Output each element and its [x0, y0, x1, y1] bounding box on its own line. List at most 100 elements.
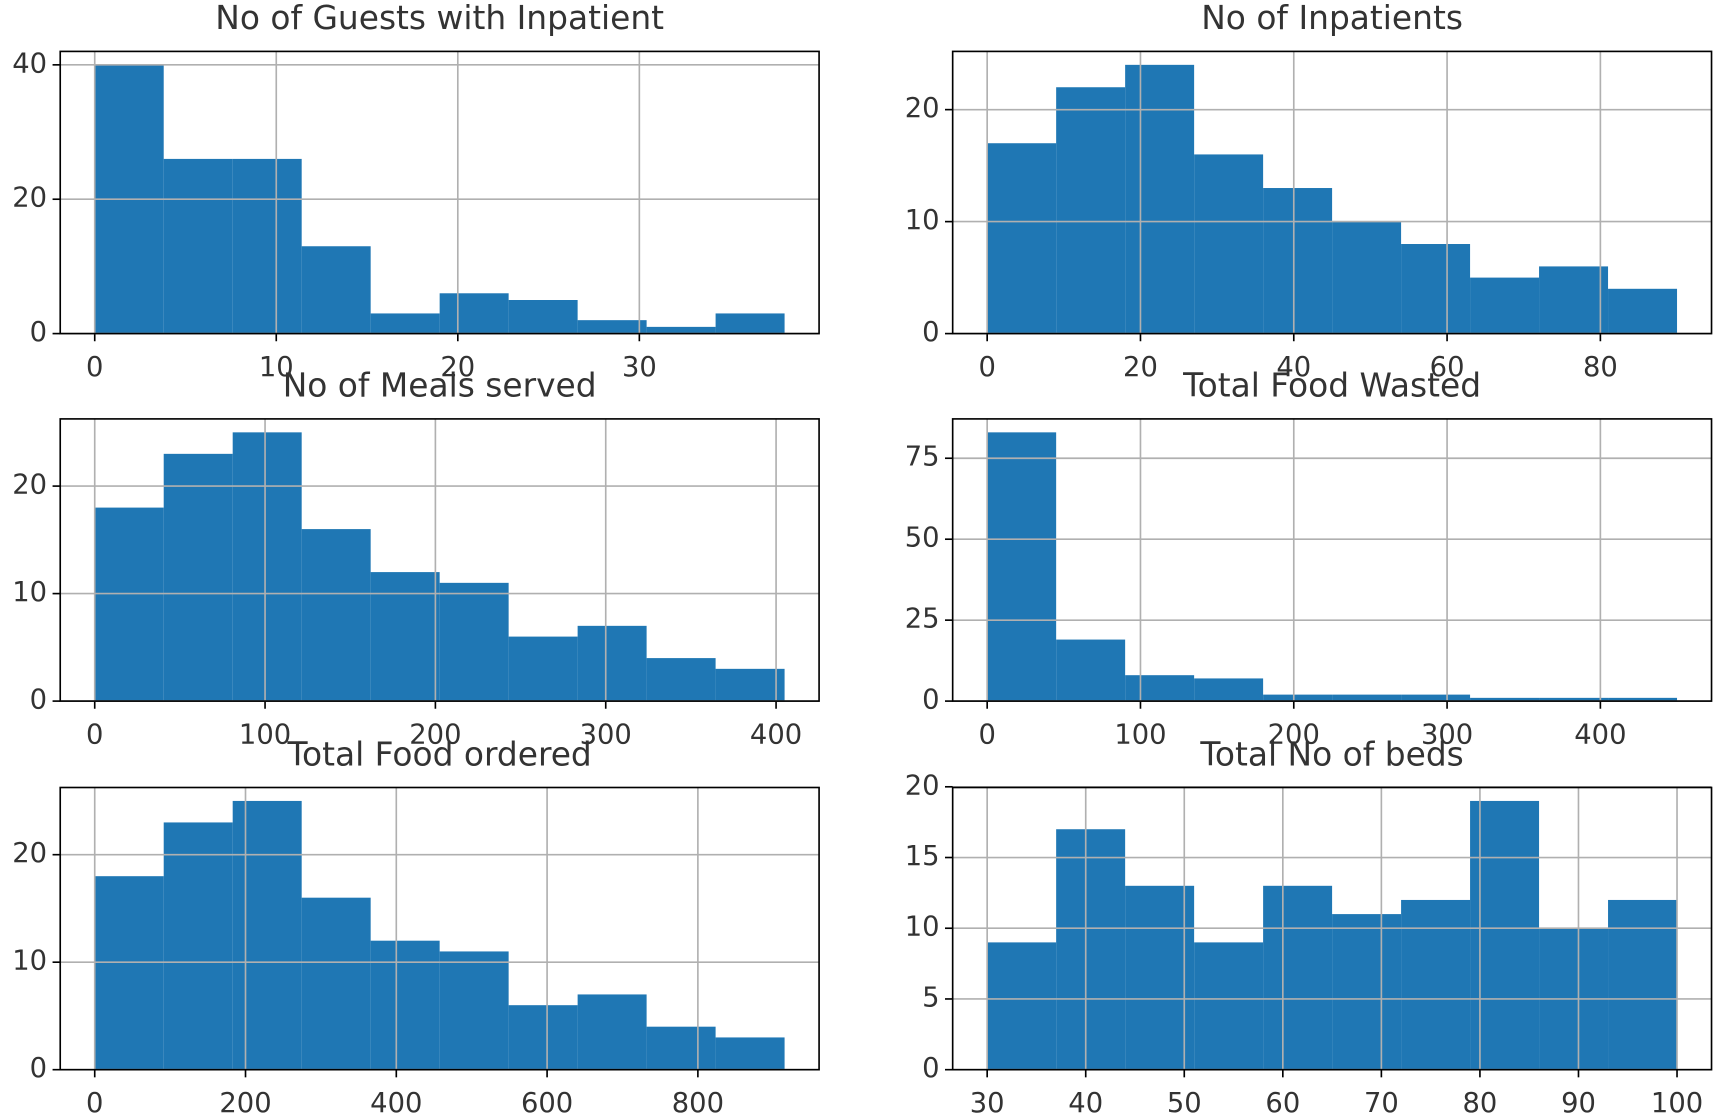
bar — [1401, 694, 1471, 702]
axes-frame — [59, 418, 820, 702]
bar — [439, 582, 509, 702]
bar — [1539, 697, 1609, 702]
y-tick-label: 0 — [30, 317, 47, 348]
y-tick-label: 0 — [30, 1053, 47, 1084]
x-tick-label: 200 — [1268, 720, 1320, 751]
x-tick-label: 70 — [1364, 1088, 1399, 1119]
bar — [1332, 221, 1402, 334]
y-tick-label: 10 — [12, 946, 47, 977]
axes-frame — [951, 50, 1713, 335]
x-tick-label: 80 — [1583, 352, 1618, 383]
x-tick-label: 0 — [86, 1088, 103, 1119]
y-tick-label: 5 — [922, 982, 939, 1013]
bar — [301, 246, 371, 334]
bar — [715, 668, 785, 702]
bar — [1125, 675, 1195, 702]
x-tick-label: 30 — [622, 352, 657, 383]
x-tick-label: 40 — [1068, 1088, 1103, 1119]
axes-frame — [951, 786, 1713, 1071]
bar — [163, 822, 233, 1070]
bar — [577, 994, 647, 1070]
y-tick-label: 10 — [12, 577, 47, 608]
axes-frame — [59, 786, 820, 1071]
x-tick-label: 400 — [370, 1088, 422, 1119]
bar — [301, 897, 371, 1070]
y-tick-label: 0 — [922, 317, 939, 348]
bar — [1608, 697, 1678, 702]
bar — [1194, 678, 1264, 702]
bar — [1263, 694, 1333, 702]
x-tick-label: 60 — [1430, 352, 1465, 383]
bar — [508, 636, 578, 702]
bar — [163, 453, 233, 702]
x-tick-label: 0 — [978, 352, 995, 383]
x-tick-label: 20 — [1123, 352, 1158, 383]
bar — [1125, 64, 1195, 334]
bar — [301, 529, 371, 702]
x-tick-label: 0 — [86, 720, 103, 751]
y-tick-label: 10 — [905, 912, 940, 943]
x-tick-label: 100 — [1114, 720, 1166, 751]
y-tick-label: 0 — [922, 685, 939, 716]
bar — [1470, 800, 1540, 1070]
y-tick-label: 20 — [905, 770, 940, 801]
y-tick-label: 40 — [12, 48, 47, 79]
bar — [1608, 899, 1678, 1070]
bar — [1263, 885, 1333, 1070]
bar — [1194, 942, 1264, 1070]
bar — [370, 572, 440, 702]
bar — [987, 942, 1057, 1070]
y-tick-label: 15 — [905, 841, 940, 872]
bar — [646, 1026, 716, 1070]
bar — [646, 326, 716, 334]
bar — [646, 658, 716, 702]
bar — [577, 625, 647, 702]
y-tick-label: 10 — [905, 205, 940, 236]
bar — [715, 313, 785, 334]
bar — [1332, 914, 1402, 1070]
x-tick-label: 0 — [978, 720, 995, 751]
x-tick-label: 80 — [1463, 1088, 1498, 1119]
y-tick-label: 0 — [30, 685, 47, 716]
x-tick-label: 300 — [580, 720, 632, 751]
bar — [1263, 188, 1333, 334]
chart-title: No of Inpatients — [1201, 0, 1463, 37]
y-tick-label: 20 — [12, 838, 47, 869]
bar — [577, 320, 647, 334]
x-tick-label: 10 — [259, 352, 294, 383]
y-tick-label: 25 — [905, 604, 940, 635]
bar — [1401, 244, 1471, 334]
x-tick-label: 600 — [521, 1088, 573, 1119]
bar — [439, 951, 509, 1070]
bar — [232, 800, 302, 1070]
bar — [1401, 899, 1471, 1070]
bar — [1470, 697, 1540, 702]
chart-title: No of Guests with Inpatient — [215, 0, 664, 37]
x-tick-label: 300 — [1421, 720, 1473, 751]
bar — [370, 313, 440, 334]
bar — [1608, 288, 1678, 334]
x-tick-label: 0 — [86, 352, 103, 383]
bar — [94, 507, 164, 702]
bar — [715, 1037, 785, 1070]
x-tick-label: 400 — [750, 720, 802, 751]
x-tick-label: 200 — [409, 720, 461, 751]
y-tick-label: 20 — [12, 470, 47, 501]
bar — [163, 158, 233, 334]
chart-title: No of Meals served — [283, 367, 597, 405]
chart-title: Total Food ordered — [287, 735, 592, 773]
bar — [987, 432, 1057, 702]
axes-frame — [951, 418, 1713, 702]
bar — [232, 158, 302, 334]
bar — [1125, 885, 1195, 1070]
bar — [1056, 829, 1126, 1070]
bar — [1539, 266, 1609, 334]
bar — [1056, 639, 1126, 702]
x-tick-label: 200 — [219, 1088, 271, 1119]
chart-title: Total No of beds — [1199, 735, 1463, 773]
x-tick-label: 400 — [1574, 720, 1626, 751]
axes-frame — [59, 50, 820, 335]
chart-title: Total Food Wasted — [1182, 367, 1481, 405]
y-tick-label: 20 — [905, 93, 940, 124]
